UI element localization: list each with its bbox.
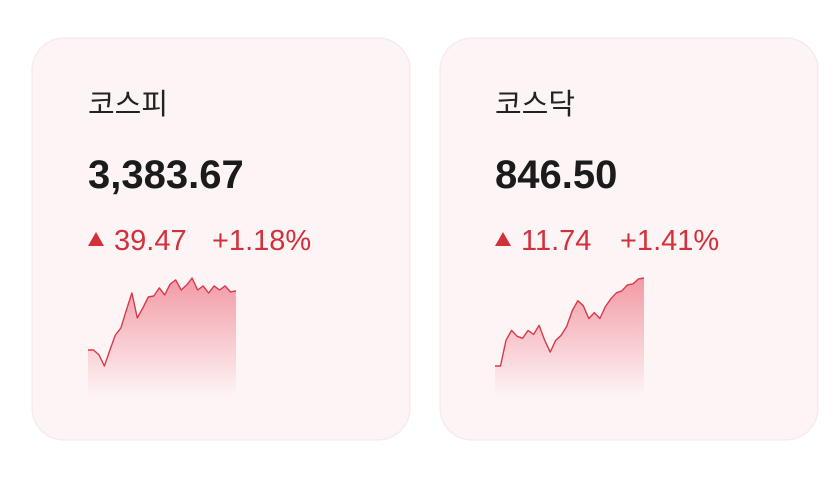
change-percent: +1.41% — [620, 225, 719, 257]
change-percent: +1.18% — [212, 225, 311, 257]
change: 11.74 — [521, 225, 591, 257]
price: 846.50 — [495, 153, 617, 197]
price: 3,383.67 — [88, 153, 244, 197]
card-title: 코스닥 — [495, 87, 575, 121]
sparkline-area — [495, 278, 644, 396]
card-title: 코스피 — [88, 87, 168, 121]
sparkline-area — [88, 278, 236, 396]
sparkline — [495, 277, 645, 367]
up-arrow — [495, 232, 511, 246]
change: 39.47 — [114, 225, 187, 257]
sparkline — [88, 277, 237, 367]
up-arrow — [88, 232, 104, 246]
